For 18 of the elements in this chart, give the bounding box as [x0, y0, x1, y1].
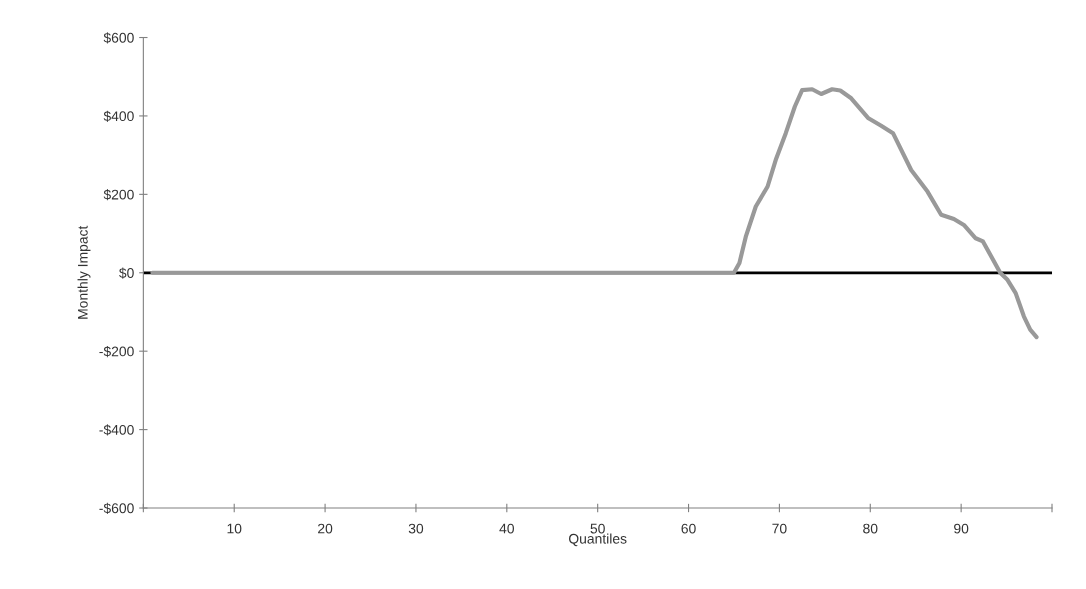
x-tick-label: 60	[681, 523, 696, 534]
x-tick-label: 70	[772, 523, 787, 534]
x-tick-label: 30	[408, 523, 424, 534]
x-tick-label: 90	[954, 523, 969, 534]
x-tick-label: 80	[863, 523, 878, 534]
y-tick-label: -$600	[99, 502, 134, 515]
x-tick-label: 10	[227, 523, 242, 534]
y-tick-label: $600	[103, 32, 134, 44]
x-tick-label: 40	[499, 523, 514, 534]
y-tick-label: $200	[103, 189, 134, 201]
y-tick-label: -$400	[99, 424, 134, 436]
x-tick-label: 50	[590, 523, 605, 534]
y-tick-label: $400	[103, 110, 134, 122]
x-tick-label: 20	[318, 523, 333, 534]
y-tick-label: $0	[119, 267, 134, 279]
x-axis-title: Quantiles	[569, 533, 627, 547]
y-tick-label: -$200	[99, 345, 134, 358]
y-axis-title: Monthly Impact	[77, 225, 91, 319]
